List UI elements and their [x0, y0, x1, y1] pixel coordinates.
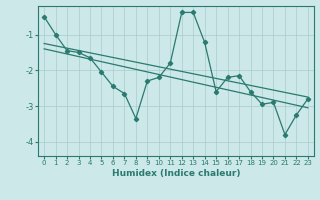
X-axis label: Humidex (Indice chaleur): Humidex (Indice chaleur) [112, 169, 240, 178]
